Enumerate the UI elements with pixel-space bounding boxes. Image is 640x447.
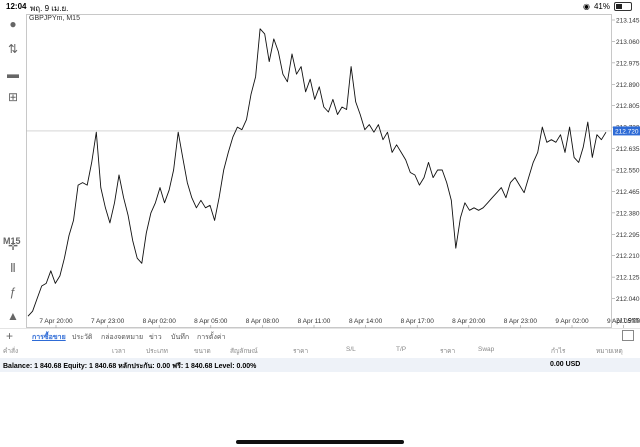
x-tick-label: 8 Apr 11:00 [298,318,331,325]
col-time: เวลา [112,348,126,355]
chart-symbol: GBPJPYm, M15 [29,15,80,22]
col-swap: Swap [478,346,495,353]
orders-header: คำสั่ง เวลา ประเภท ขนาด สัญลักษณ์ ราคา S… [0,344,640,358]
col-price-current: ราคา [440,348,456,355]
price-chart[interactable]: GBPJPYm, M15 213.145 213.060 212.975 212.89… [26,14,640,328]
x-tick-label: 9 Apr 05:00 [607,318,640,325]
new-order-icon[interactable]: ⊞ [7,90,19,104]
x-tick-label: 7 Apr 20:00 [39,318,73,325]
col-type: ประเภท [146,348,168,355]
balance-row: Balance: 1 840.68 Equity: 1 840.68 หลักป… [0,358,640,372]
x-tick-label: 8 Apr 23:00 [504,318,538,325]
y-tick-label: 211.955 [616,318,639,325]
col-profit: กำไร [551,348,566,355]
x-tick-label: 7 Apr 23:00 [91,318,125,325]
price-line-series [27,28,607,317]
x-tick-label: 9 Apr 02:00 [555,318,589,325]
x-tick-label: 8 Apr 08:00 [246,318,280,325]
status-right: ◉ 41% [583,2,632,11]
col-tp: T/P [396,346,407,353]
tab-history[interactable]: ประวัติ [72,334,93,341]
add-icon[interactable]: + [6,329,14,343]
y-tick-label: 213.145 [616,18,640,25]
tab-trade[interactable]: การซื้อขาย [32,334,66,341]
chat-icon[interactable]: ▬ [7,67,19,81]
chart-type-icon[interactable]: Ⅱ [10,261,16,275]
plot-frame [26,14,612,328]
y-tick-label: 212.380 [616,210,640,217]
indicators-icon[interactable]: ƒ [9,285,17,299]
y-tick-label: 212.805 [616,103,640,110]
trade-icon[interactable]: ⇅ [7,42,19,56]
battery-fill [616,4,622,9]
current-price-tag [613,126,640,136]
y-tick-label: 212.635 [616,146,640,153]
balance-text: Balance: 1 840.68 Equity: 1 840.68 หลักป… [3,363,257,370]
account-icon[interactable]: ● [9,17,17,31]
crosshair-icon[interactable]: ✛ [7,239,19,253]
col-size: ขนาด [194,348,211,355]
timeframe-button[interactable]: M15 [3,236,21,246]
tab-journal[interactable]: บันทึก [171,334,190,341]
objects-icon[interactable]: ▲ [7,309,19,323]
tab-settings[interactable]: การตั้งค่า [197,334,226,341]
y-tick-label: 213.060 [616,39,640,46]
y-tick-label: 212.125 [616,275,640,282]
balance-amount: 0.00 USD [550,361,581,368]
layout-icon[interactable] [622,330,634,341]
col-symbol: สัญลักษณ์ [230,348,258,355]
battery-icon [614,2,632,11]
wifi-icon: ◉ [583,2,590,11]
y-tick-label: 212.210 [616,253,640,260]
y-tick-label: 212.465 [616,189,640,196]
current-price-label: 212.720 [615,128,639,135]
status-date: พฤ. 9 เม.ย. [30,4,69,13]
tab-news[interactable]: ข่าว [149,334,162,341]
y-tick-label: 212.550 [616,168,640,175]
x-tick-label: 8 Apr 14:00 [349,318,383,325]
y-tick-label: 212.890 [616,82,640,89]
y-tick-label: 212.975 [616,60,640,67]
x-tick-label: 8 Apr 05:00 [194,318,228,325]
col-order: คำสั่ง [3,348,19,355]
y-tick-label: 212.040 [616,296,640,303]
terminal-tabs: + การซื้อขาย ประวัติ กล่องจดหมาย ข่าว บั… [0,328,640,343]
col-price: ราคา [293,348,309,355]
x-tick-label: 8 Apr 20:00 [452,318,486,325]
chart-svg: 213.145 213.060 212.975 212.890 212.805 212.7… [26,14,640,328]
chart-toolbar: ● ⇅ ▬ ⊞ M15 ✛ Ⅱ ƒ ▲ [0,14,26,328]
y-tick-label: 212.295 [616,232,640,239]
x-tick-label: 8 Apr 02:00 [143,318,177,325]
battery-percent: 41% [593,2,610,11]
x-tick-label: 8 Apr 17:00 [401,318,435,325]
col-comment: หมายเหตุ [596,348,623,355]
home-indicator[interactable] [236,440,404,444]
status-time: 12:04 [6,2,27,11]
status-bar: 12:04 พฤ. 9 เม.ย. ◉ 41% [0,0,640,14]
tab-mailbox[interactable]: กล่องจดหมาย [101,334,144,341]
col-sl: S/L [346,346,356,353]
